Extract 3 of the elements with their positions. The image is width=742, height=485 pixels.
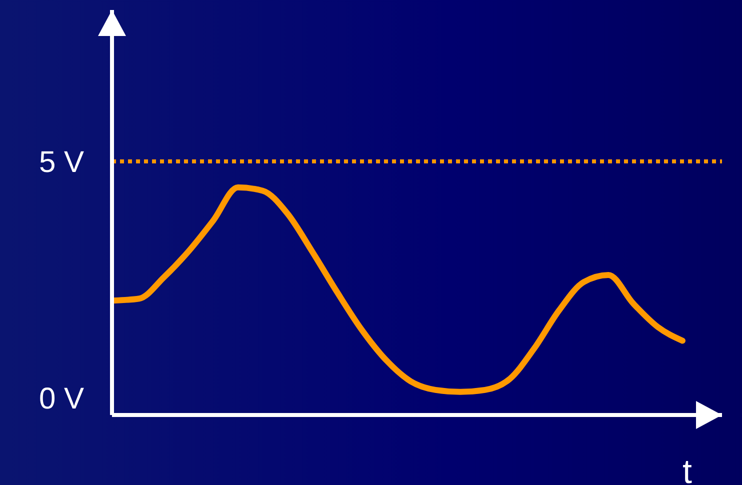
x-axis-title: t (682, 453, 693, 485)
y-tick-label: 5 V (38, 146, 84, 180)
y-tick-label: 0 V (38, 382, 84, 416)
